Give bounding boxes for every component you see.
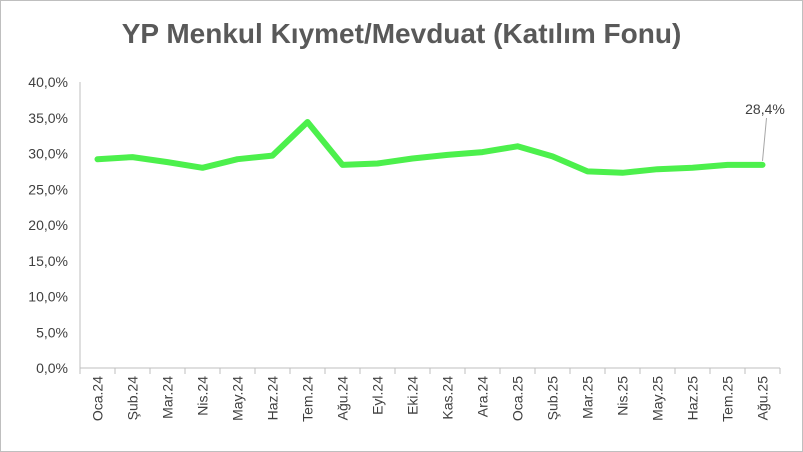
x-tick-label: Nis.24 bbox=[195, 376, 211, 416]
x-tick-label: Haz.25 bbox=[685, 376, 701, 421]
y-tick-label: 15,0% bbox=[28, 253, 68, 269]
x-tick-label: Oca.25 bbox=[510, 376, 526, 421]
y-tick-label: 5,0% bbox=[36, 324, 68, 340]
x-tick-label: Şub.25 bbox=[545, 376, 561, 421]
x-tick-label: Tem.24 bbox=[300, 376, 316, 422]
y-tick-label: 10,0% bbox=[28, 289, 68, 305]
x-tick-label: Ağu.25 bbox=[755, 376, 771, 421]
x-tick-label: Eyl.24 bbox=[370, 376, 386, 415]
chart-title: YP Menkul Kıymet/Mevduat (Katılım Fonu) bbox=[121, 18, 682, 49]
x-tick-label: Eki.24 bbox=[405, 376, 421, 415]
x-tick-label: Kas.24 bbox=[440, 376, 456, 420]
y-tick-label: 20,0% bbox=[28, 217, 68, 233]
x-tick-label: Şub.24 bbox=[125, 376, 141, 421]
y-tick-labels: 0,0% 5,0% 10,0% 15,0% 20,0% 25,0% 30,0% 35,0% 40… bbox=[28, 74, 68, 376]
x-tick-label: Mar.25 bbox=[580, 376, 596, 419]
data-label: 28,4% bbox=[745, 101, 785, 117]
y-tick-label: 30,0% bbox=[28, 146, 68, 162]
y-tick-label: 35,0% bbox=[28, 110, 68, 126]
series-line bbox=[94, 119, 766, 176]
x-tick-label: Haz.24 bbox=[265, 376, 281, 421]
data-label-leader bbox=[762, 117, 767, 161]
x-tick-label: Ağu.24 bbox=[335, 376, 351, 421]
y-tick-label: 25,0% bbox=[28, 181, 68, 197]
x-tick-label: Ara.24 bbox=[475, 376, 491, 417]
x-tick-label: Nis.25 bbox=[615, 376, 631, 416]
chart-axes bbox=[79, 82, 780, 369]
series-lines bbox=[94, 119, 766, 176]
y-tick-label: 40,0% bbox=[28, 74, 68, 90]
x-tick-label: Tem.25 bbox=[720, 376, 736, 422]
x-tick-label: May.25 bbox=[650, 376, 666, 421]
x-tick-label: Oca.24 bbox=[90, 376, 106, 421]
x-tick-label: May.24 bbox=[230, 376, 246, 421]
x-tick-labels: Oca.24 Şub.24 Mar.24 Nis.24 May.24 Haz.24 Tem.… bbox=[79, 368, 781, 422]
data-labels: 28,4% bbox=[745, 101, 785, 161]
y-tick-label: 0,0% bbox=[36, 360, 68, 376]
x-tick-label: Mar.24 bbox=[160, 376, 176, 419]
